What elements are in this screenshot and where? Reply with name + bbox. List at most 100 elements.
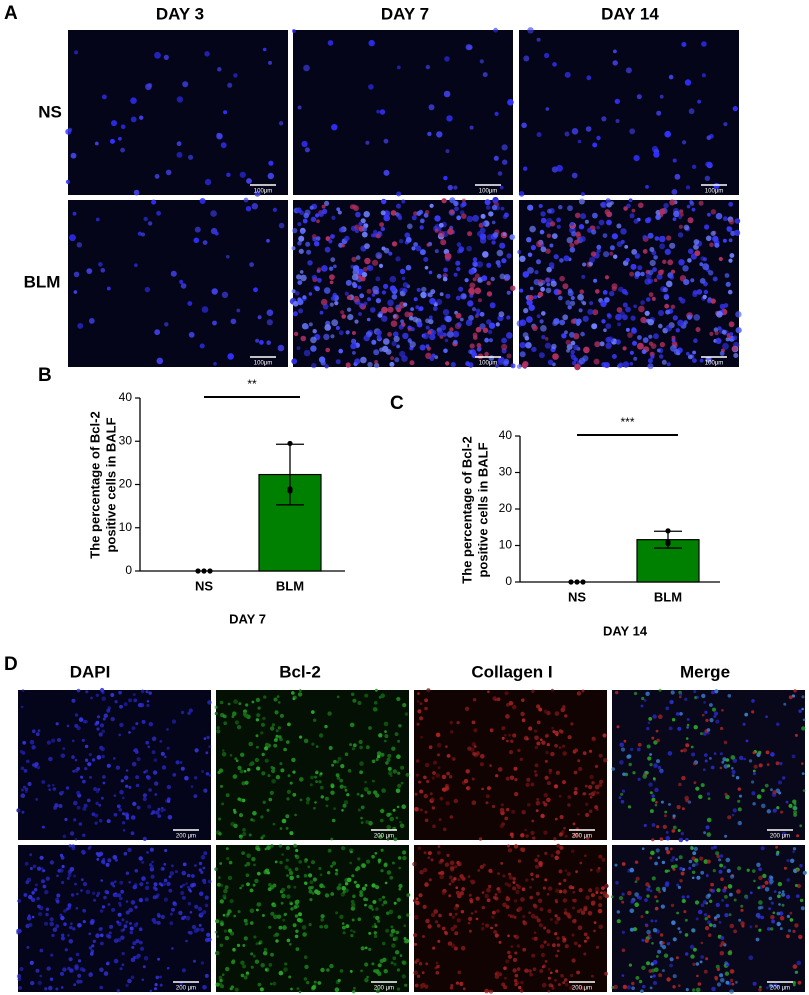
cell bbox=[278, 925, 283, 930]
cell bbox=[645, 771, 649, 775]
cell bbox=[286, 789, 291, 795]
cell bbox=[651, 823, 656, 827]
cell bbox=[390, 210, 397, 216]
cell bbox=[469, 929, 472, 933]
cell bbox=[386, 757, 391, 762]
cell bbox=[550, 280, 557, 287]
cell bbox=[120, 124, 126, 130]
cell bbox=[558, 295, 563, 301]
cell bbox=[499, 273, 506, 280]
cell bbox=[533, 904, 538, 909]
cell bbox=[569, 221, 575, 227]
cell bbox=[311, 742, 315, 746]
cell bbox=[155, 810, 160, 815]
cell bbox=[415, 897, 419, 901]
cell bbox=[631, 249, 638, 255]
cell bbox=[776, 850, 780, 854]
cell bbox=[594, 784, 600, 790]
cell bbox=[375, 885, 380, 890]
cell bbox=[489, 302, 496, 309]
cell bbox=[685, 737, 689, 740]
cell bbox=[684, 697, 688, 701]
cell bbox=[427, 856, 431, 859]
cell bbox=[360, 218, 366, 224]
cell bbox=[299, 270, 304, 274]
cell bbox=[272, 883, 277, 888]
cell bbox=[541, 982, 547, 988]
cell bbox=[563, 978, 568, 982]
cell bbox=[547, 976, 551, 980]
cell bbox=[609, 245, 615, 251]
cell bbox=[680, 871, 685, 876]
cell bbox=[30, 897, 36, 902]
cell bbox=[659, 770, 664, 774]
cell bbox=[266, 319, 273, 326]
cell bbox=[640, 989, 644, 993]
cell bbox=[776, 921, 781, 927]
cell bbox=[465, 319, 473, 327]
cell bbox=[407, 223, 413, 230]
cell bbox=[74, 837, 78, 841]
cell bbox=[536, 240, 543, 248]
cell bbox=[704, 175, 711, 181]
cell bbox=[436, 964, 440, 969]
cell bbox=[392, 808, 396, 812]
cell bbox=[469, 282, 476, 289]
cell bbox=[224, 885, 229, 890]
cell bbox=[119, 896, 123, 901]
cell bbox=[329, 280, 334, 285]
cell bbox=[92, 891, 96, 895]
cell bbox=[372, 779, 375, 783]
cell bbox=[242, 944, 246, 947]
cell bbox=[274, 710, 279, 715]
cell bbox=[452, 330, 460, 338]
cell bbox=[64, 817, 68, 822]
cell bbox=[508, 750, 514, 755]
cell bbox=[580, 192, 585, 197]
cell bbox=[134, 905, 138, 909]
cell bbox=[26, 945, 30, 949]
cell bbox=[487, 329, 493, 335]
cell bbox=[728, 201, 734, 207]
cell bbox=[560, 973, 564, 978]
cell bbox=[735, 311, 742, 318]
cell bbox=[254, 757, 259, 763]
cell bbox=[430, 797, 435, 802]
cell bbox=[88, 318, 95, 324]
cell bbox=[515, 889, 520, 895]
cell bbox=[589, 809, 593, 813]
cell bbox=[262, 800, 266, 804]
cell bbox=[373, 349, 380, 356]
cell bbox=[669, 242, 676, 249]
cell bbox=[118, 690, 122, 695]
cell bbox=[535, 800, 541, 806]
cell bbox=[160, 866, 165, 872]
cell bbox=[582, 751, 587, 756]
cell bbox=[442, 332, 447, 337]
cell bbox=[509, 775, 515, 780]
cell bbox=[569, 247, 576, 253]
cell bbox=[146, 700, 150, 703]
cell bbox=[125, 784, 129, 788]
cell bbox=[590, 893, 596, 898]
cell bbox=[318, 356, 326, 363]
cell bbox=[473, 335, 478, 340]
cell bbox=[613, 984, 618, 990]
cell bbox=[531, 689, 535, 693]
cell bbox=[481, 787, 484, 791]
cell bbox=[719, 973, 724, 978]
cell bbox=[371, 925, 375, 928]
cell bbox=[562, 981, 566, 985]
cell bbox=[566, 237, 573, 244]
cell bbox=[60, 936, 65, 941]
cell bbox=[363, 334, 370, 342]
cell bbox=[130, 97, 137, 104]
cell bbox=[551, 233, 558, 240]
cell bbox=[293, 843, 297, 848]
cell bbox=[166, 746, 170, 750]
cell bbox=[366, 859, 371, 864]
cell bbox=[383, 900, 388, 905]
cell bbox=[403, 939, 409, 944]
cell bbox=[387, 299, 394, 307]
cell bbox=[540, 211, 546, 217]
